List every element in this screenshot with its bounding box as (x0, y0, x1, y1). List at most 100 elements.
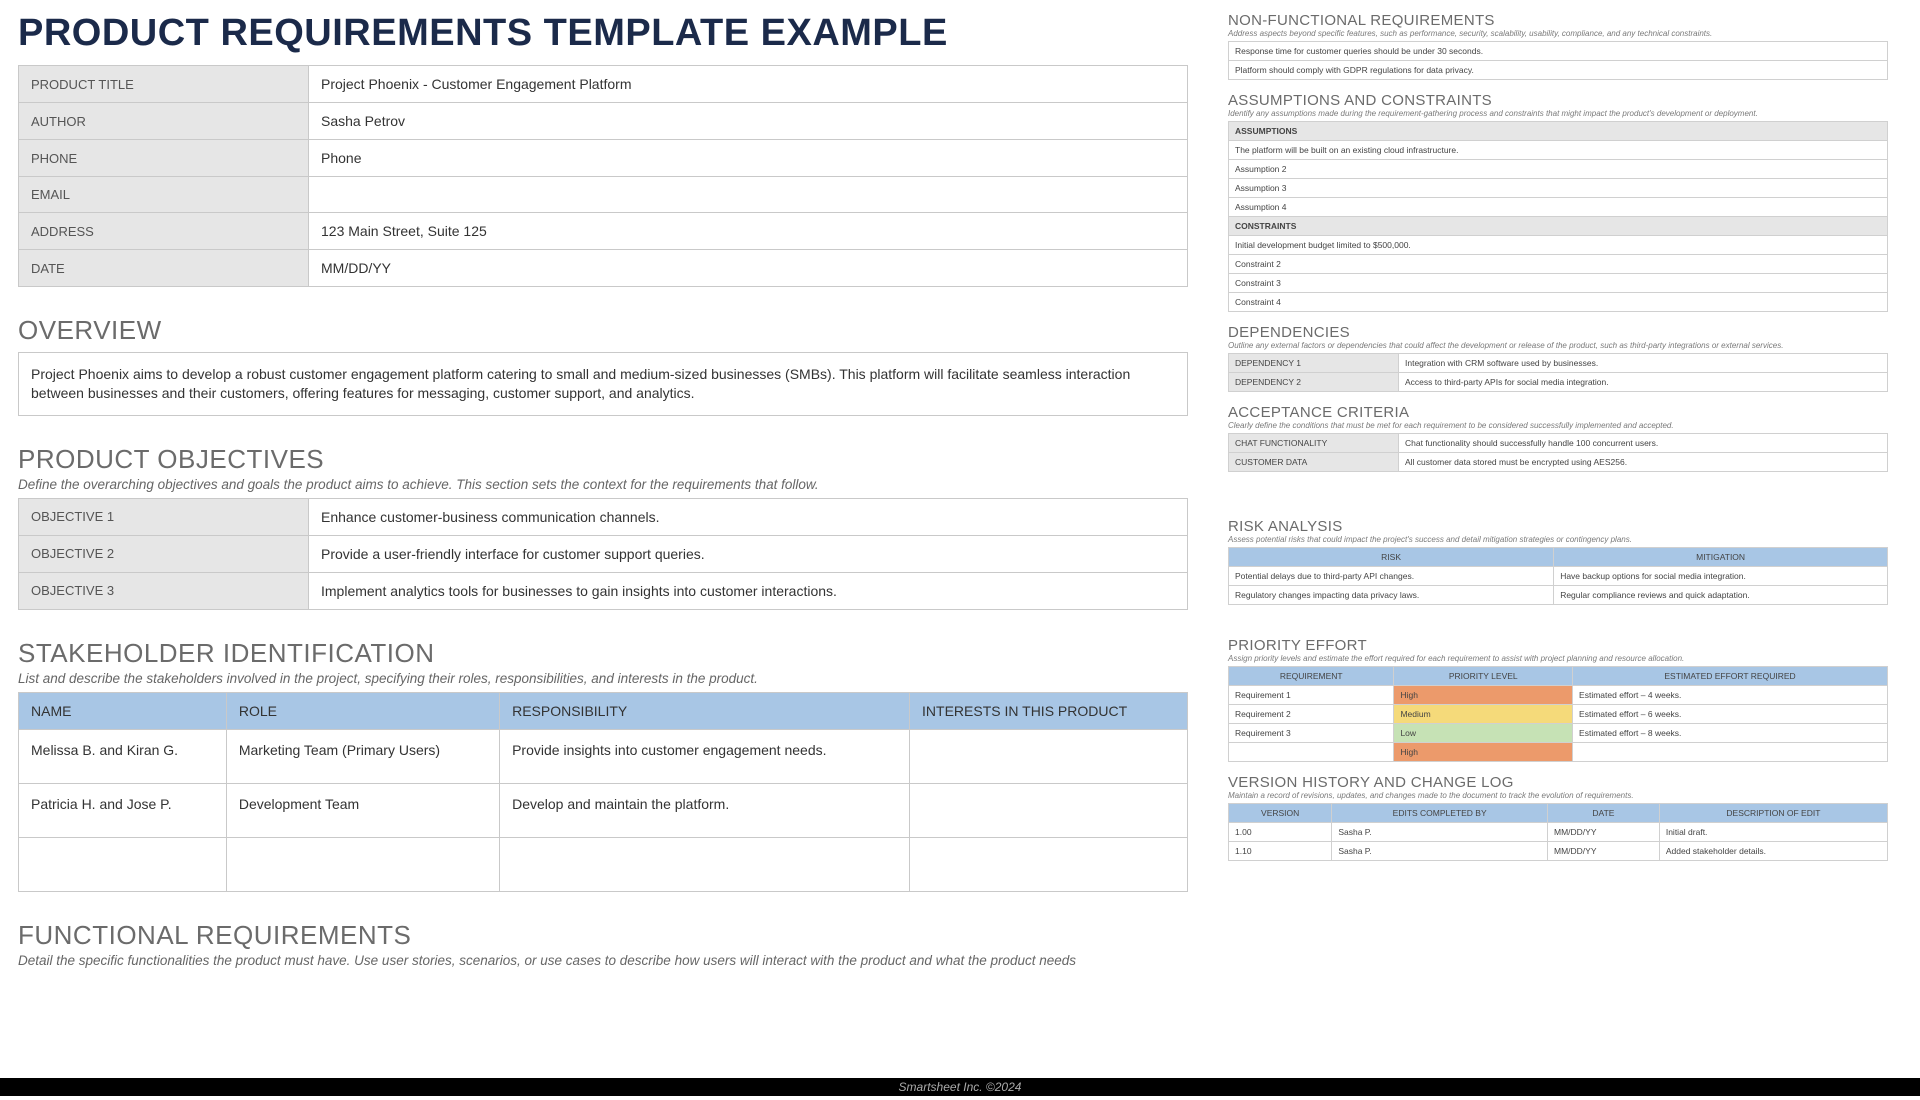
ver-cell: MM/DD/YY (1547, 823, 1659, 842)
risk-col: MITIGATION (1554, 548, 1888, 567)
info-value: Sasha Petrov (309, 103, 1188, 140)
prio-req: Requirement 1 (1229, 686, 1394, 705)
ver-cell: Sasha P. (1332, 823, 1548, 842)
risk-col: RISK (1229, 548, 1554, 567)
stake-cell (910, 783, 1188, 837)
stake-col: ROLE (226, 692, 499, 729)
constraint-row: Constraint 3 (1229, 274, 1888, 293)
ver-col: VERSION (1229, 804, 1332, 823)
assump-table: ASSUMPTIONSThe platform will be built on… (1228, 121, 1888, 312)
prio-level: Medium (1394, 705, 1573, 724)
ver-cell: Initial draft. (1659, 823, 1887, 842)
stake-col: NAME (19, 692, 227, 729)
info-value: Phone (309, 140, 1188, 177)
info-label: PHONE (19, 140, 309, 177)
prio-effort: Estimated effort – 8 weeks. (1573, 724, 1888, 743)
stake-cell: Marketing Team (Primary Users) (226, 729, 499, 783)
ver-heading: VERSION HISTORY AND CHANGE LOG (1228, 774, 1888, 791)
stake-cell (910, 729, 1188, 783)
assump-row: Assumption 3 (1229, 179, 1888, 198)
dep-label: DEPENDENCY 1 (1229, 354, 1399, 373)
stake-cell: Develop and maintain the platform. (500, 783, 910, 837)
constraint-row: Initial development budget limited to $5… (1229, 236, 1888, 255)
assump-row: Assumption 2 (1229, 160, 1888, 179)
risk-cell: Regulatory changes impacting data privac… (1229, 586, 1554, 605)
info-label: AUTHOR (19, 103, 309, 140)
prio-col: PRIORITY LEVEL (1394, 667, 1573, 686)
stake-cell (910, 837, 1188, 891)
dep-value: Access to third-party APIs for social me… (1399, 373, 1888, 392)
info-label: DATE (19, 250, 309, 287)
prio-req: Requirement 3 (1229, 724, 1394, 743)
objectives-heading: PRODUCT OBJECTIVES (18, 444, 1188, 475)
objectives-table: OBJECTIVE 1Enhance customer-business com… (18, 498, 1188, 610)
functional-sub: Detail the specific functionalities the … (18, 953, 1188, 968)
risk-cell: Potential delays due to third-party API … (1229, 567, 1554, 586)
assump-row: Assumption 4 (1229, 198, 1888, 217)
ver-cell: 1.00 (1229, 823, 1332, 842)
objectives-sub: Define the overarching objectives and go… (18, 477, 1188, 492)
prio-col: REQUIREMENT (1229, 667, 1394, 686)
stake-cell: Patricia H. and Jose P. (19, 783, 227, 837)
footer-text: Smartsheet Inc. ©2024 (0, 1078, 1920, 1096)
dep-value: Integration with CRM software used by bu… (1399, 354, 1888, 373)
objective-label: OBJECTIVE 3 (19, 572, 309, 609)
info-table: PRODUCT TITLEProject Phoenix - Customer … (18, 65, 1188, 287)
acc-sub: Clearly define the conditions that must … (1228, 421, 1888, 430)
constraint-row: Constraint 4 (1229, 293, 1888, 312)
stake-cell (19, 837, 227, 891)
objective-label: OBJECTIVE 1 (19, 498, 309, 535)
risk-table: RISKMITIGATIONPotential delays due to th… (1228, 547, 1888, 605)
nfr-heading: NON-FUNCTIONAL REQUIREMENTS (1228, 12, 1888, 29)
prio-level: High (1394, 686, 1573, 705)
objective-value: Implement analytics tools for businesses… (309, 572, 1188, 609)
acc-label: CHAT FUNCTIONALITY (1229, 434, 1399, 453)
acc-value: All customer data stored must be encrypt… (1399, 453, 1888, 472)
assump-header: ASSUMPTIONS (1229, 122, 1888, 141)
risk-cell: Regular compliance reviews and quick ada… (1554, 586, 1888, 605)
acc-heading: ACCEPTANCE CRITERIA (1228, 404, 1888, 421)
prio-req: Requirement 2 (1229, 705, 1394, 724)
ver-col: DESCRIPTION OF EDIT (1659, 804, 1887, 823)
prio-effort: Estimated effort – 4 weeks. (1573, 686, 1888, 705)
prio-heading: PRIORITY EFFORT (1228, 637, 1888, 654)
info-value: 123 Main Street, Suite 125 (309, 213, 1188, 250)
stakeholders-table: NAMEROLERESPONSIBILITYINTERESTS IN THIS … (18, 692, 1188, 892)
ver-cell: Added stakeholder details. (1659, 842, 1887, 861)
nfr-sub: Address aspects beyond specific features… (1228, 29, 1888, 38)
stakeholders-heading: STAKEHOLDER IDENTIFICATION (18, 638, 1188, 669)
constraint-header: CONSTRAINTS (1229, 217, 1888, 236)
stake-cell: Development Team (226, 783, 499, 837)
page-title: PRODUCT REQUIREMENTS TEMPLATE EXAMPLE (18, 12, 1188, 55)
stake-cell (500, 837, 910, 891)
ver-table: VERSIONEDITS COMPLETED BYDATEDESCRIPTION… (1228, 803, 1888, 861)
nfr-row: Platform should comply with GDPR regulat… (1229, 61, 1888, 80)
info-label: EMAIL (19, 177, 309, 213)
stake-cell: Provide insights into customer engagemen… (500, 729, 910, 783)
ver-col: EDITS COMPLETED BY (1332, 804, 1548, 823)
info-value: Project Phoenix - Customer Engagement Pl… (309, 66, 1188, 103)
info-label: PRODUCT TITLE (19, 66, 309, 103)
nfr-table: Response time for customer queries shoul… (1228, 41, 1888, 80)
ver-sub: Maintain a record of revisions, updates,… (1228, 791, 1888, 800)
overview-heading: OVERVIEW (18, 315, 1188, 346)
dep-label: DEPENDENCY 2 (1229, 373, 1399, 392)
ver-cell: MM/DD/YY (1547, 842, 1659, 861)
ver-col: DATE (1547, 804, 1659, 823)
risk-cell: Have backup options for social media int… (1554, 567, 1888, 586)
acc-label: CUSTOMER DATA (1229, 453, 1399, 472)
risk-heading: RISK ANALYSIS (1228, 518, 1888, 535)
objective-label: OBJECTIVE 2 (19, 535, 309, 572)
prio-level: High (1394, 743, 1573, 762)
assump-sub: Identify any assumptions made during the… (1228, 109, 1888, 118)
risk-sub: Assess potential risks that could impact… (1228, 535, 1888, 544)
info-value (309, 177, 1188, 213)
ver-cell: 1.10 (1229, 842, 1332, 861)
prio-table: REQUIREMENTPRIORITY LEVELESTIMATED EFFOR… (1228, 666, 1888, 762)
functional-heading: FUNCTIONAL REQUIREMENTS (18, 920, 1188, 951)
dep-table: DEPENDENCY 1Integration with CRM softwar… (1228, 353, 1888, 392)
constraint-row: Constraint 2 (1229, 255, 1888, 274)
dep-heading: DEPENDENCIES (1228, 324, 1888, 341)
acc-table: CHAT FUNCTIONALITYChat functionality sho… (1228, 433, 1888, 472)
info-label: ADDRESS (19, 213, 309, 250)
